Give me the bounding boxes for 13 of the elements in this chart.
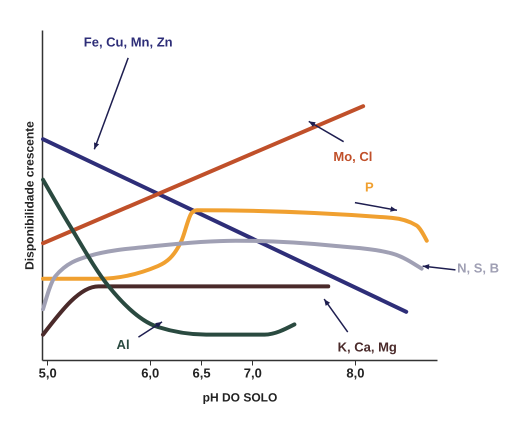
x-tick-label: 7,0 <box>244 366 262 380</box>
text: N, S, B <box>457 260 499 276</box>
series-label: P <box>364 179 374 194</box>
x-tick-label: 6,0 <box>141 366 160 380</box>
x-axis-title: pH DO SOLO <box>202 390 278 404</box>
series-label: Al <box>116 336 130 352</box>
x-tick-label: 8,0 <box>346 366 364 380</box>
x-tick-label: 5,0 <box>38 366 57 380</box>
y-axis-title: Disponibilidade crescente <box>22 120 36 270</box>
text: Mo, Cl <box>333 148 372 164</box>
x-tick-label: 6,5 <box>192 366 211 380</box>
text: K, Ca, Mg <box>338 339 397 354</box>
text: Fe, Cu, Mn, Zn <box>84 34 173 50</box>
